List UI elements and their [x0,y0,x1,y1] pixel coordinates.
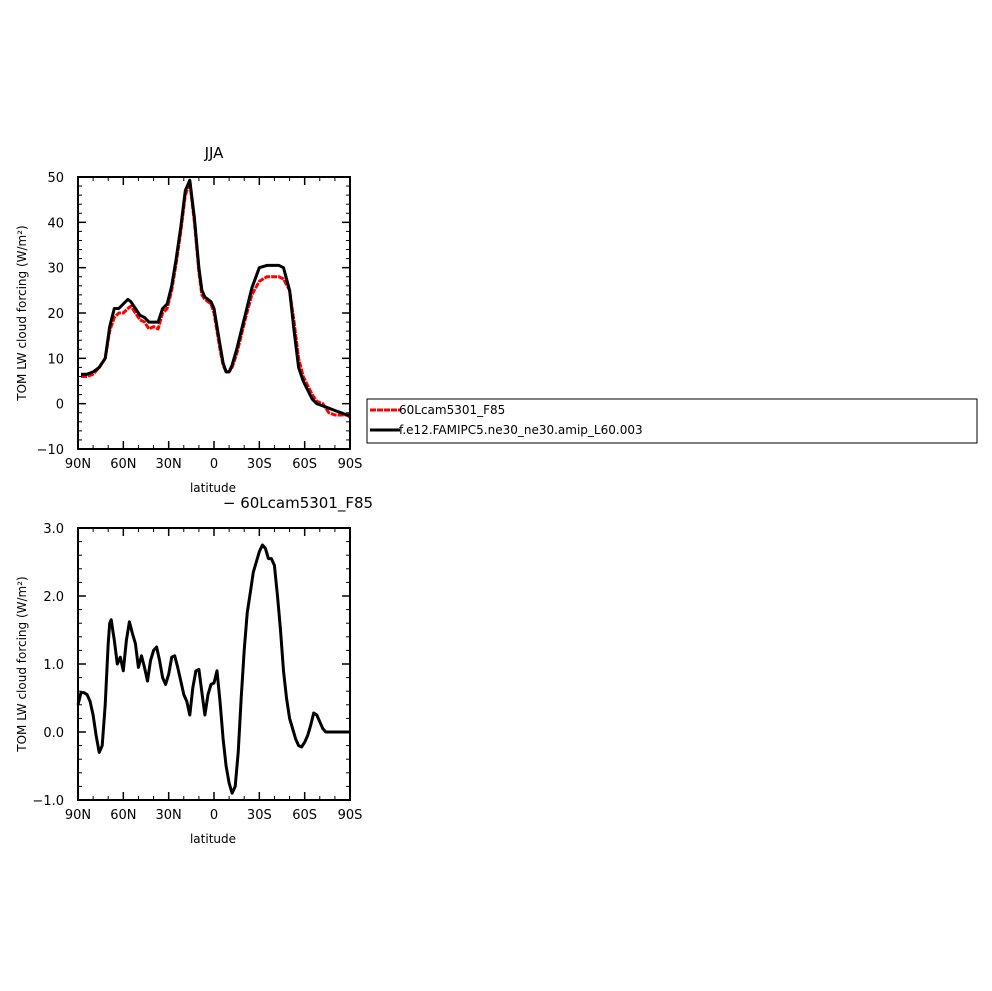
legend-label-2: f.e12.FAMIPC5.ne30_ne30.amip_L60.003 [399,423,643,437]
y-axis-title: TOM LW cloud forcing (W/m²) [15,576,29,753]
x-axis-title: latitude [190,832,236,846]
legend: 60Lcam5301_F85 f.e12.FAMIPC5.ne30_ne30.am… [366,398,978,444]
y-tick-label: 10 [47,352,64,367]
y-tick-label: 50 [47,171,64,186]
y-tick-label: 0.0 [43,726,64,741]
x-tick-label: 30N [156,808,182,823]
y-tick-label: −10 [37,443,64,458]
x-tick-label: 60N [110,457,136,472]
y-tick-label: 20 [47,307,64,322]
x-tick-label: 60S [292,808,317,823]
y-tick-label: 1.0 [43,658,64,673]
series-line-1 [76,543,350,795]
y-tick-label: 30 [47,262,64,277]
legend-box [366,398,978,444]
series-line-1 [81,180,351,419]
chart-title: JJA [204,144,225,162]
x-tick-label: 30S [247,457,272,472]
chart-panel-1: JJA −10 0 10 20 30 40 50 90N 60N 30N 0 30S 60S 90S lati… [15,144,978,495]
x-tick-label: 30S [247,808,272,823]
x-tick-label: 60N [110,808,136,823]
y-tick-label: 2.0 [43,590,64,605]
y-tick-label: 40 [47,216,64,231]
x-tick-label: 90N [65,457,91,472]
y-axis-title: TOM LW cloud forcing (W/m²) [15,225,29,402]
series-line-2 [81,178,350,417]
x-tick-label: 30N [156,457,182,472]
x-tick-label: 60S [292,457,317,472]
legend-label-1: 60Lcam5301_F85 [399,403,505,417]
x-tick-label: 90S [338,457,363,472]
y-tick-label: 0 [56,398,64,413]
chart-title: − 60Lcam5301_F85 [223,494,373,513]
x-tick-label: 0 [210,457,218,472]
x-tick-label: 0 [210,808,218,823]
chart-panel-2: − 60Lcam5301_F85 −1.0 0.0 1.0 2.0 3.0 90N 60N 30… [15,494,373,846]
x-tick-label: 90S [338,808,363,823]
y-tick-label: −1.0 [32,794,64,809]
x-tick-label: 90N [65,808,91,823]
y-tick-label: 3.0 [43,522,64,537]
x-axis-title: latitude [190,481,236,495]
